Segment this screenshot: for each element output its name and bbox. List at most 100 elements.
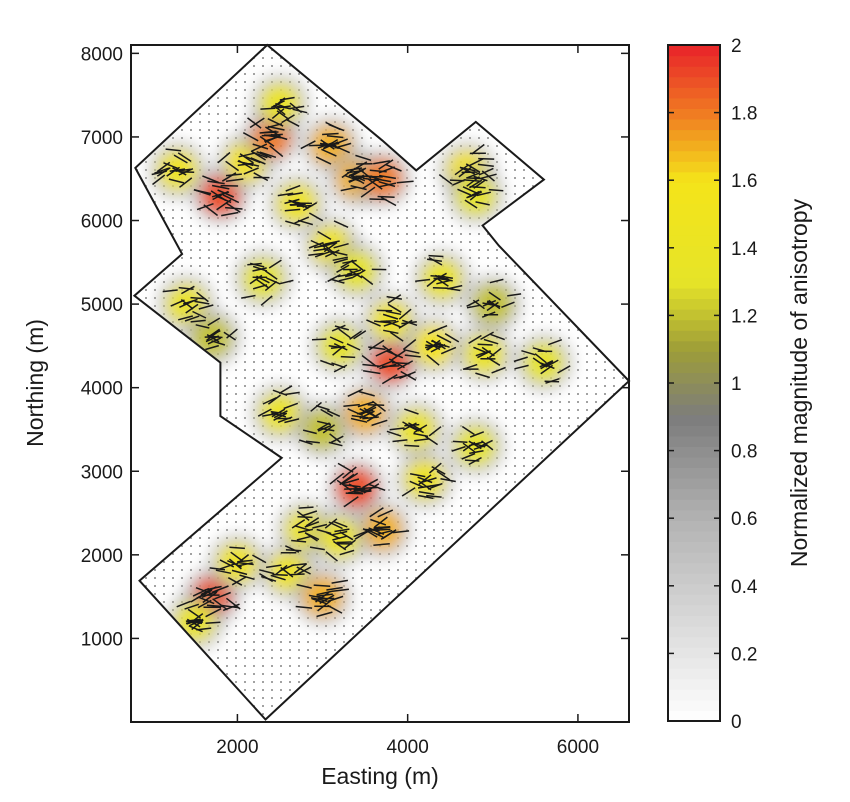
anisotropy-vector [325,531,341,540]
anisotropy-vector [317,422,330,431]
anisotropy-vector [349,330,362,340]
y-tick-label: 7000 [81,128,123,149]
anisotropy-vector [330,278,345,284]
anisotropy-vector [331,579,349,584]
anisotropy-vector [192,310,207,319]
colorbar-band [668,699,720,712]
colorbar-band [668,615,720,627]
anisotropy-vector [380,319,396,323]
anisotropy-vector [279,96,295,101]
anisotropy-vector [247,117,262,129]
anisotropy-vector [478,167,494,176]
anisotropy-vector [227,560,242,568]
anisotropy-vector [329,336,344,344]
anisotropy-vector [332,250,348,256]
anisotropy-vector [239,153,254,164]
anisotropy-vector [284,418,300,424]
anisotropy-vector [477,343,493,346]
anisotropy-vector [325,551,338,562]
anisotropy-vector [385,310,402,316]
anisotropy-vector [178,315,193,321]
anisotropy-vector [225,178,244,182]
anisotropy-vector [289,573,305,576]
anisotropy-vector [342,472,359,484]
anisotropy-vector [333,258,349,264]
anisotropy-vector [287,192,303,197]
anisotropy-vector [413,424,428,434]
anisotropy-vector [326,135,344,139]
anisotropy-vector [253,172,269,182]
anisotropy-vector [329,433,342,444]
colorbar-band [668,224,720,236]
anisotropy-vector [373,160,391,165]
anisotropy-vector [173,154,188,164]
anisotropy-vector [198,304,214,310]
colorbar-band [668,161,720,173]
anisotropy-vector [351,414,369,419]
anisotropy-vector [362,370,381,375]
colorbar-band [668,541,720,553]
anisotropy-vector [374,177,392,183]
anisotropy-vector [346,269,362,276]
anisotropy-vector [387,303,402,313]
anisotropy-vector [175,168,191,173]
anisotropy-vector [513,356,528,363]
anisotropy-vector [521,349,536,356]
y-tick-label: 5000 [81,295,123,316]
anisotropy-vector [389,427,405,431]
y-tick-label: 1000 [81,629,123,650]
anisotropy-vector [214,591,231,600]
anisotropy-vector [514,364,529,370]
anisotropy-vector [327,604,343,614]
anisotropy-vector [305,440,320,444]
anisotropy-vector [469,431,485,438]
anisotropy-vector [324,249,340,258]
anisotropy-vector [388,358,405,369]
anisotropy-vector [409,480,425,489]
anisotropy-vector [322,132,339,136]
anisotropy-vector [378,180,396,188]
y-axis-ticks: 1000 2000 3000 4000 5000 6000 7000 8000 [81,44,629,650]
anisotropy-vector [251,143,268,152]
anisotropy-vector [285,118,300,127]
anisotropy-vector [424,435,439,446]
anisotropy-vector [427,482,443,490]
hotspot-core [524,343,563,382]
anisotropy-vector [534,353,547,364]
anisotropy-vector [483,338,499,345]
anisotropy-vector [339,549,355,556]
anisotropy-vector [260,107,276,110]
anisotropy-vector [383,329,399,335]
anisotropy-vector [221,604,240,609]
anisotropy-vector [315,404,330,411]
anisotropy-vector [428,426,442,437]
colorbar-band [668,150,720,162]
anisotropy-vector [451,445,466,452]
anisotropy-vector [328,521,343,530]
colorbar-band [668,118,720,131]
anisotropy-vector [329,472,345,485]
colorbar-band [668,372,720,384]
anisotropy-vector [283,402,299,410]
anisotropy-vector [396,180,414,184]
anisotropy-vector [241,294,256,299]
anisotropy-vector [327,274,341,283]
anisotropy-vector [217,189,234,198]
anisotropy-vector [249,274,263,285]
anisotropy-vector [225,597,241,610]
anisotropy-vector [255,278,269,289]
anisotropy-vector [386,430,402,437]
anisotropy-vector [366,319,381,327]
colorbar-band [668,668,720,680]
anisotropy-vector [238,152,255,158]
anisotropy-vector [184,603,200,610]
anisotropy-vector [313,247,329,252]
colorbar-band [668,678,720,690]
anisotropy-vector [468,157,484,167]
colorbar-band [668,689,720,701]
y-tick-label: 4000 [81,379,123,400]
colorbar-tick-label: 1.8 [731,104,757,125]
anisotropy-vector [409,473,426,478]
anisotropy-vector [398,319,413,329]
anisotropy-vector [342,466,357,479]
